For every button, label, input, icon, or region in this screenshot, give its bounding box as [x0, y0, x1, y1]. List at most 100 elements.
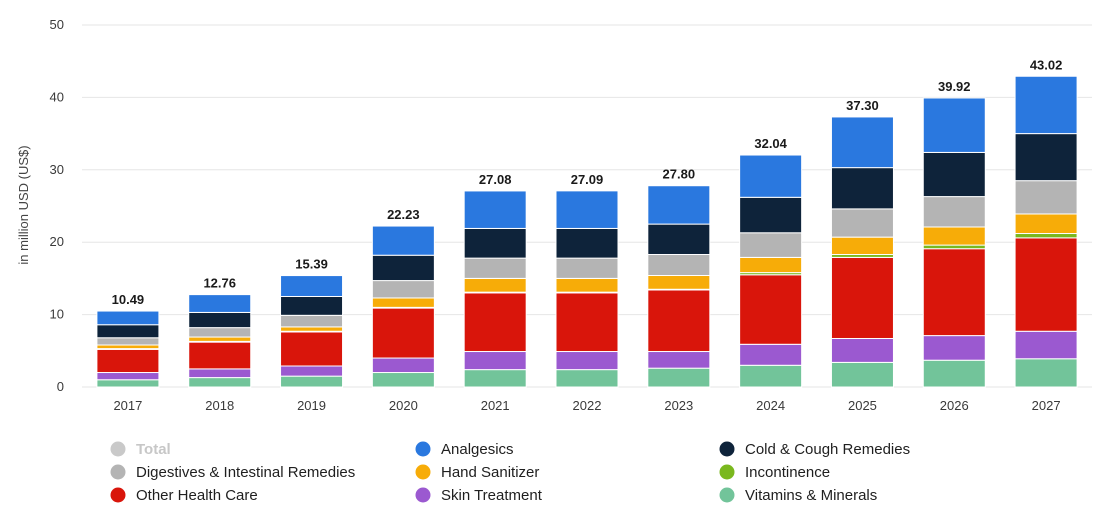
- bar-segment-hand-sanitizer[interactable]: [647, 275, 711, 290]
- bar-segment-hand-sanitizer[interactable]: [188, 336, 252, 342]
- bar-segment-other-health-care[interactable]: [96, 348, 160, 374]
- bar-segment-other-health-care[interactable]: [371, 307, 435, 359]
- bar-segment-vitamins-minerals[interactable]: [922, 359, 986, 388]
- bar-segment-analgesics[interactable]: [830, 116, 894, 169]
- bar-segment-skin-treatment[interactable]: [188, 368, 252, 379]
- bar-segment-incontinence[interactable]: [922, 244, 986, 250]
- legend-marker: [719, 487, 735, 503]
- legend-item-incontinence[interactable]: Incontinence: [719, 464, 831, 481]
- bar-segment-vitamins-minerals[interactable]: [1014, 358, 1078, 388]
- y-tick-label: 30: [50, 162, 64, 177]
- bar-segment-analgesics[interactable]: [463, 190, 527, 229]
- bar-segment-cold-cough-remedies[interactable]: [830, 167, 894, 210]
- bar-segment-digestives-intestinal-remedies[interactable]: [739, 232, 803, 258]
- bar-segment-digestives-intestinal-remedies[interactable]: [463, 257, 527, 279]
- bar-segment-hand-sanitizer[interactable]: [280, 326, 344, 332]
- bar-segment-vitamins-minerals[interactable]: [96, 379, 160, 388]
- bar-segment-cold-cough-remedies[interactable]: [371, 254, 435, 282]
- bar-segment-digestives-intestinal-remedies[interactable]: [188, 327, 252, 338]
- bar-segment-vitamins-minerals[interactable]: [188, 377, 252, 388]
- bar-segment-cold-cough-remedies[interactable]: [555, 227, 619, 259]
- bar-segment-skin-treatment[interactable]: [96, 372, 160, 381]
- bar-segment-hand-sanitizer[interactable]: [922, 226, 986, 246]
- bar-segment-analgesics[interactable]: [280, 275, 344, 297]
- bar-segment-hand-sanitizer[interactable]: [555, 277, 619, 293]
- bar-segment-other-health-care[interactable]: [647, 289, 711, 353]
- x-tick-label: 2017: [113, 398, 142, 413]
- bar-segment-hand-sanitizer[interactable]: [830, 236, 894, 256]
- bar-segment-vitamins-minerals[interactable]: [555, 369, 619, 388]
- bar-segment-hand-sanitizer[interactable]: [739, 256, 803, 274]
- bar-segment-cold-cough-remedies[interactable]: [96, 324, 160, 339]
- bar-segment-skin-treatment[interactable]: [463, 351, 527, 371]
- bar-segment-hand-sanitizer[interactable]: [1014, 213, 1078, 235]
- bar-segment-cold-cough-remedies[interactable]: [739, 196, 803, 234]
- bar-segment-cold-cough-remedies[interactable]: [1014, 133, 1078, 182]
- bar-segment-cold-cough-remedies[interactable]: [188, 311, 252, 329]
- bar-segment-vitamins-minerals[interactable]: [830, 361, 894, 388]
- bar-segment-other-health-care[interactable]: [280, 331, 344, 367]
- legend-label: Other Health Care: [136, 487, 258, 504]
- y-axis-ticks: 0 10 20 30 40 50: [50, 17, 64, 394]
- bar-segment-vitamins-minerals[interactable]: [463, 369, 527, 388]
- legend-item-other-health-care[interactable]: Other Health Care: [110, 487, 258, 504]
- bar-segment-skin-treatment[interactable]: [922, 335, 986, 361]
- legend-item-digestives-intestinal-remedies[interactable]: Digestives & Intestinal Remedies: [110, 464, 356, 481]
- legend-item-analgesics[interactable]: Analgesics: [415, 441, 514, 458]
- bar-segment-other-health-care[interactable]: [1014, 237, 1078, 332]
- bar-segment-hand-sanitizer[interactable]: [463, 277, 527, 293]
- x-axis-ticks: 2017 2018 2019 2020 2021 2022 2023 2024 2025 2026…: [113, 398, 1060, 413]
- bar-segment-vitamins-minerals[interactable]: [739, 364, 803, 388]
- bar-segment-skin-treatment[interactable]: [739, 343, 803, 366]
- bar-segment-analgesics[interactable]: [922, 97, 986, 153]
- bar-segment-digestives-intestinal-remedies[interactable]: [922, 196, 986, 228]
- bar-segment-skin-treatment[interactable]: [371, 357, 435, 374]
- bar-segment-analgesics[interactable]: [371, 225, 435, 256]
- bar-segment-incontinence[interactable]: [1014, 233, 1078, 239]
- bar-segment-other-health-care[interactable]: [739, 274, 803, 345]
- bar-segment-other-health-care[interactable]: [922, 248, 986, 337]
- bar-segment-cold-cough-remedies[interactable]: [647, 223, 711, 256]
- legend-item-hand-sanitizer[interactable]: Hand Sanitizer: [415, 464, 540, 481]
- bar-segment-digestives-intestinal-remedies[interactable]: [647, 254, 711, 277]
- bar-segment-digestives-intestinal-remedies[interactable]: [830, 208, 894, 238]
- total-label: 27.09: [571, 172, 604, 187]
- bar-segment-vitamins-minerals[interactable]: [371, 372, 435, 388]
- bar-segment-cold-cough-remedies[interactable]: [463, 227, 527, 259]
- total-labels: 10.49 12.76 15.39 22.23 27.08 27.09 27.80 32.04…: [112, 57, 1063, 307]
- bar-segment-other-health-care[interactable]: [188, 341, 252, 370]
- bar-segment-digestives-intestinal-remedies[interactable]: [555, 257, 619, 279]
- bar-segment-analgesics[interactable]: [188, 294, 252, 313]
- legend-marker: [415, 464, 431, 480]
- bar-segment-digestives-intestinal-remedies[interactable]: [371, 280, 435, 299]
- bar-segment-vitamins-minerals[interactable]: [280, 375, 344, 388]
- bar-segment-skin-treatment[interactable]: [1014, 330, 1078, 360]
- bar-segment-skin-treatment[interactable]: [555, 351, 619, 371]
- bar-segment-hand-sanitizer[interactable]: [96, 344, 160, 350]
- bar-segment-cold-cough-remedies[interactable]: [922, 151, 986, 198]
- legend-item-skin-treatment[interactable]: Skin Treatment: [415, 487, 543, 504]
- legend-item-vitamins-minerals[interactable]: Vitamins & Minerals: [719, 487, 878, 504]
- bar-segment-analgesics[interactable]: [96, 310, 160, 326]
- bar-segment-other-health-care[interactable]: [555, 292, 619, 353]
- bar-segment-cold-cough-remedies[interactable]: [280, 296, 344, 316]
- legend-label: Total: [136, 441, 171, 458]
- legend-item-total[interactable]: Total: [110, 441, 171, 458]
- bar-segment-digestives-intestinal-remedies[interactable]: [280, 314, 344, 328]
- bar-segment-analgesics[interactable]: [1014, 75, 1078, 135]
- bar-segment-skin-treatment[interactable]: [647, 351, 711, 369]
- legend-item-cold-cough-remedies[interactable]: Cold & Cough Remedies: [719, 441, 911, 458]
- bar-segment-digestives-intestinal-remedies[interactable]: [1014, 180, 1078, 215]
- bar-segment-analgesics[interactable]: [739, 154, 803, 198]
- legend-label: Hand Sanitizer: [441, 464, 539, 481]
- bar-segment-analgesics[interactable]: [647, 185, 711, 225]
- bar-segment-other-health-care[interactable]: [830, 256, 894, 339]
- bar-segment-analgesics[interactable]: [555, 190, 619, 229]
- bar-segment-hand-sanitizer[interactable]: [371, 297, 435, 308]
- y-tick-label: 40: [50, 89, 64, 104]
- bar-segment-skin-treatment[interactable]: [830, 337, 894, 363]
- bar-segment-digestives-intestinal-remedies[interactable]: [96, 337, 160, 346]
- bar-segment-other-health-care[interactable]: [463, 292, 527, 353]
- bar-segment-vitamins-minerals[interactable]: [647, 367, 711, 388]
- bar-segment-skin-treatment[interactable]: [280, 365, 344, 377]
